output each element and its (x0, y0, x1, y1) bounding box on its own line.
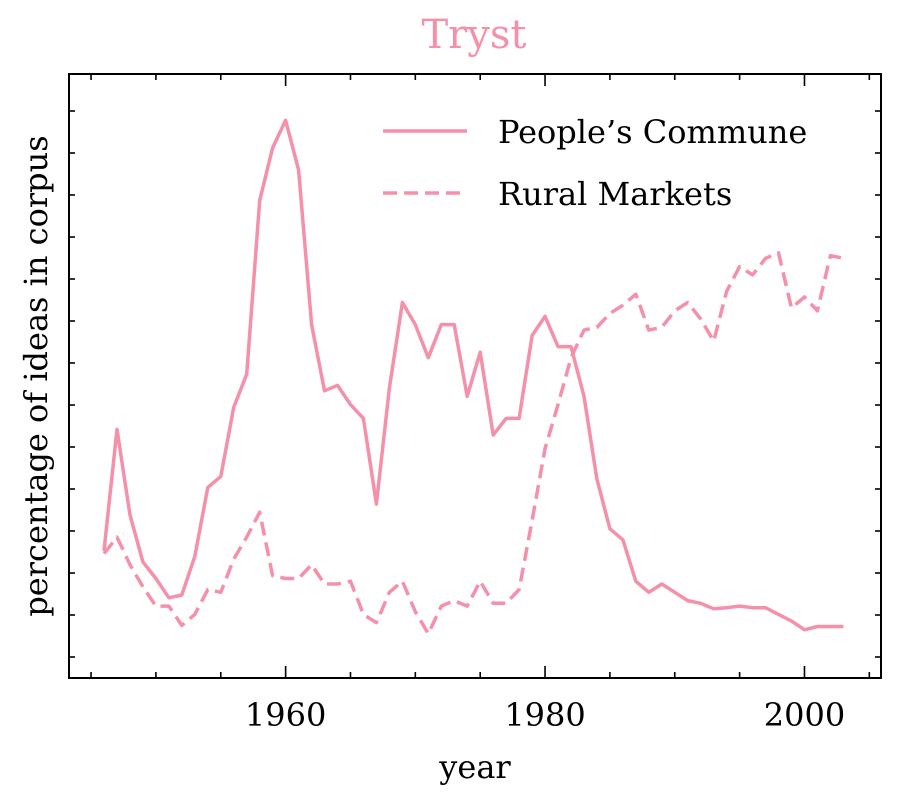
x-tick-label: 1980 (504, 696, 585, 734)
plot-frame (68, 73, 882, 679)
series-lines (102, 118, 844, 636)
series-line-peoples-commune (102, 118, 844, 632)
chart-title: Tryst (422, 12, 527, 58)
x-axis-tick-labels: 1960 1980 2000 (245, 696, 845, 734)
x-axis-ticks (90, 74, 871, 678)
y-axis-label: percentage of ideas in corpus (17, 135, 55, 616)
y-axis-ticks (69, 110, 881, 658)
legend-label-rural-markets: Rural Markets (498, 175, 732, 213)
legend-label-peoples-commune: People’s Commune (498, 113, 807, 151)
series-line-rural-markets (102, 251, 844, 636)
x-axis-label: year (438, 748, 511, 786)
legend: People’s Commune Rural Markets (383, 113, 807, 213)
x-tick-label: 1960 (245, 696, 326, 734)
x-tick-label: 2000 (764, 696, 845, 734)
